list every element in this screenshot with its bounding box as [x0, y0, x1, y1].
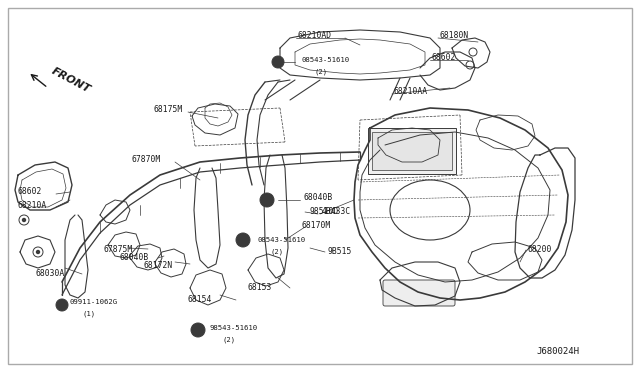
Circle shape	[22, 218, 26, 221]
Bar	[372, 132, 452, 170]
Text: 68200: 68200	[528, 244, 552, 253]
Text: 98510D: 98510D	[310, 208, 339, 217]
Text: 4B433C: 4B433C	[322, 208, 351, 217]
Text: (2): (2)	[222, 337, 235, 343]
Text: J680024H: J680024H	[536, 347, 579, 356]
Circle shape	[236, 233, 250, 247]
Text: 68210A: 68210A	[18, 201, 47, 209]
Text: S: S	[196, 327, 200, 333]
Text: 67875M: 67875M	[103, 244, 132, 253]
Text: 68210AA: 68210AA	[393, 87, 427, 96]
Text: (2): (2)	[314, 69, 327, 75]
Text: 08543-51610: 08543-51610	[258, 237, 306, 243]
Bar	[368, 128, 456, 174]
FancyBboxPatch shape	[383, 280, 455, 306]
Text: 68172N: 68172N	[144, 260, 173, 269]
Text: FRONT: FRONT	[50, 66, 92, 95]
Text: 08543-51610: 08543-51610	[302, 57, 350, 63]
Circle shape	[272, 56, 284, 68]
Text: S: S	[276, 60, 280, 64]
Text: 68153: 68153	[248, 283, 273, 292]
Text: 98543-51610: 98543-51610	[210, 325, 258, 331]
Text: 68175M: 68175M	[153, 105, 182, 113]
Text: 68210AD: 68210AD	[298, 31, 332, 39]
Circle shape	[260, 193, 274, 207]
Text: 68030A: 68030A	[36, 269, 65, 279]
Text: 68602: 68602	[432, 54, 456, 62]
Text: (2): (2)	[270, 249, 283, 255]
Text: 9B515: 9B515	[327, 247, 351, 257]
Text: (1): (1)	[82, 311, 95, 317]
Circle shape	[191, 323, 205, 337]
Text: 68040B: 68040B	[304, 193, 333, 202]
Circle shape	[36, 250, 40, 253]
Circle shape	[56, 299, 68, 311]
Text: 67870M: 67870M	[132, 154, 161, 164]
Text: 09911-1062G: 09911-1062G	[70, 299, 118, 305]
Text: N: N	[60, 302, 64, 308]
Text: 68154: 68154	[188, 295, 212, 305]
Text: 68040B: 68040B	[120, 253, 149, 262]
Text: 68180N: 68180N	[440, 31, 469, 39]
Text: 68602: 68602	[18, 187, 42, 196]
Text: 68170M: 68170M	[302, 221, 332, 231]
Text: S: S	[241, 237, 245, 243]
Text: S: S	[265, 198, 269, 202]
